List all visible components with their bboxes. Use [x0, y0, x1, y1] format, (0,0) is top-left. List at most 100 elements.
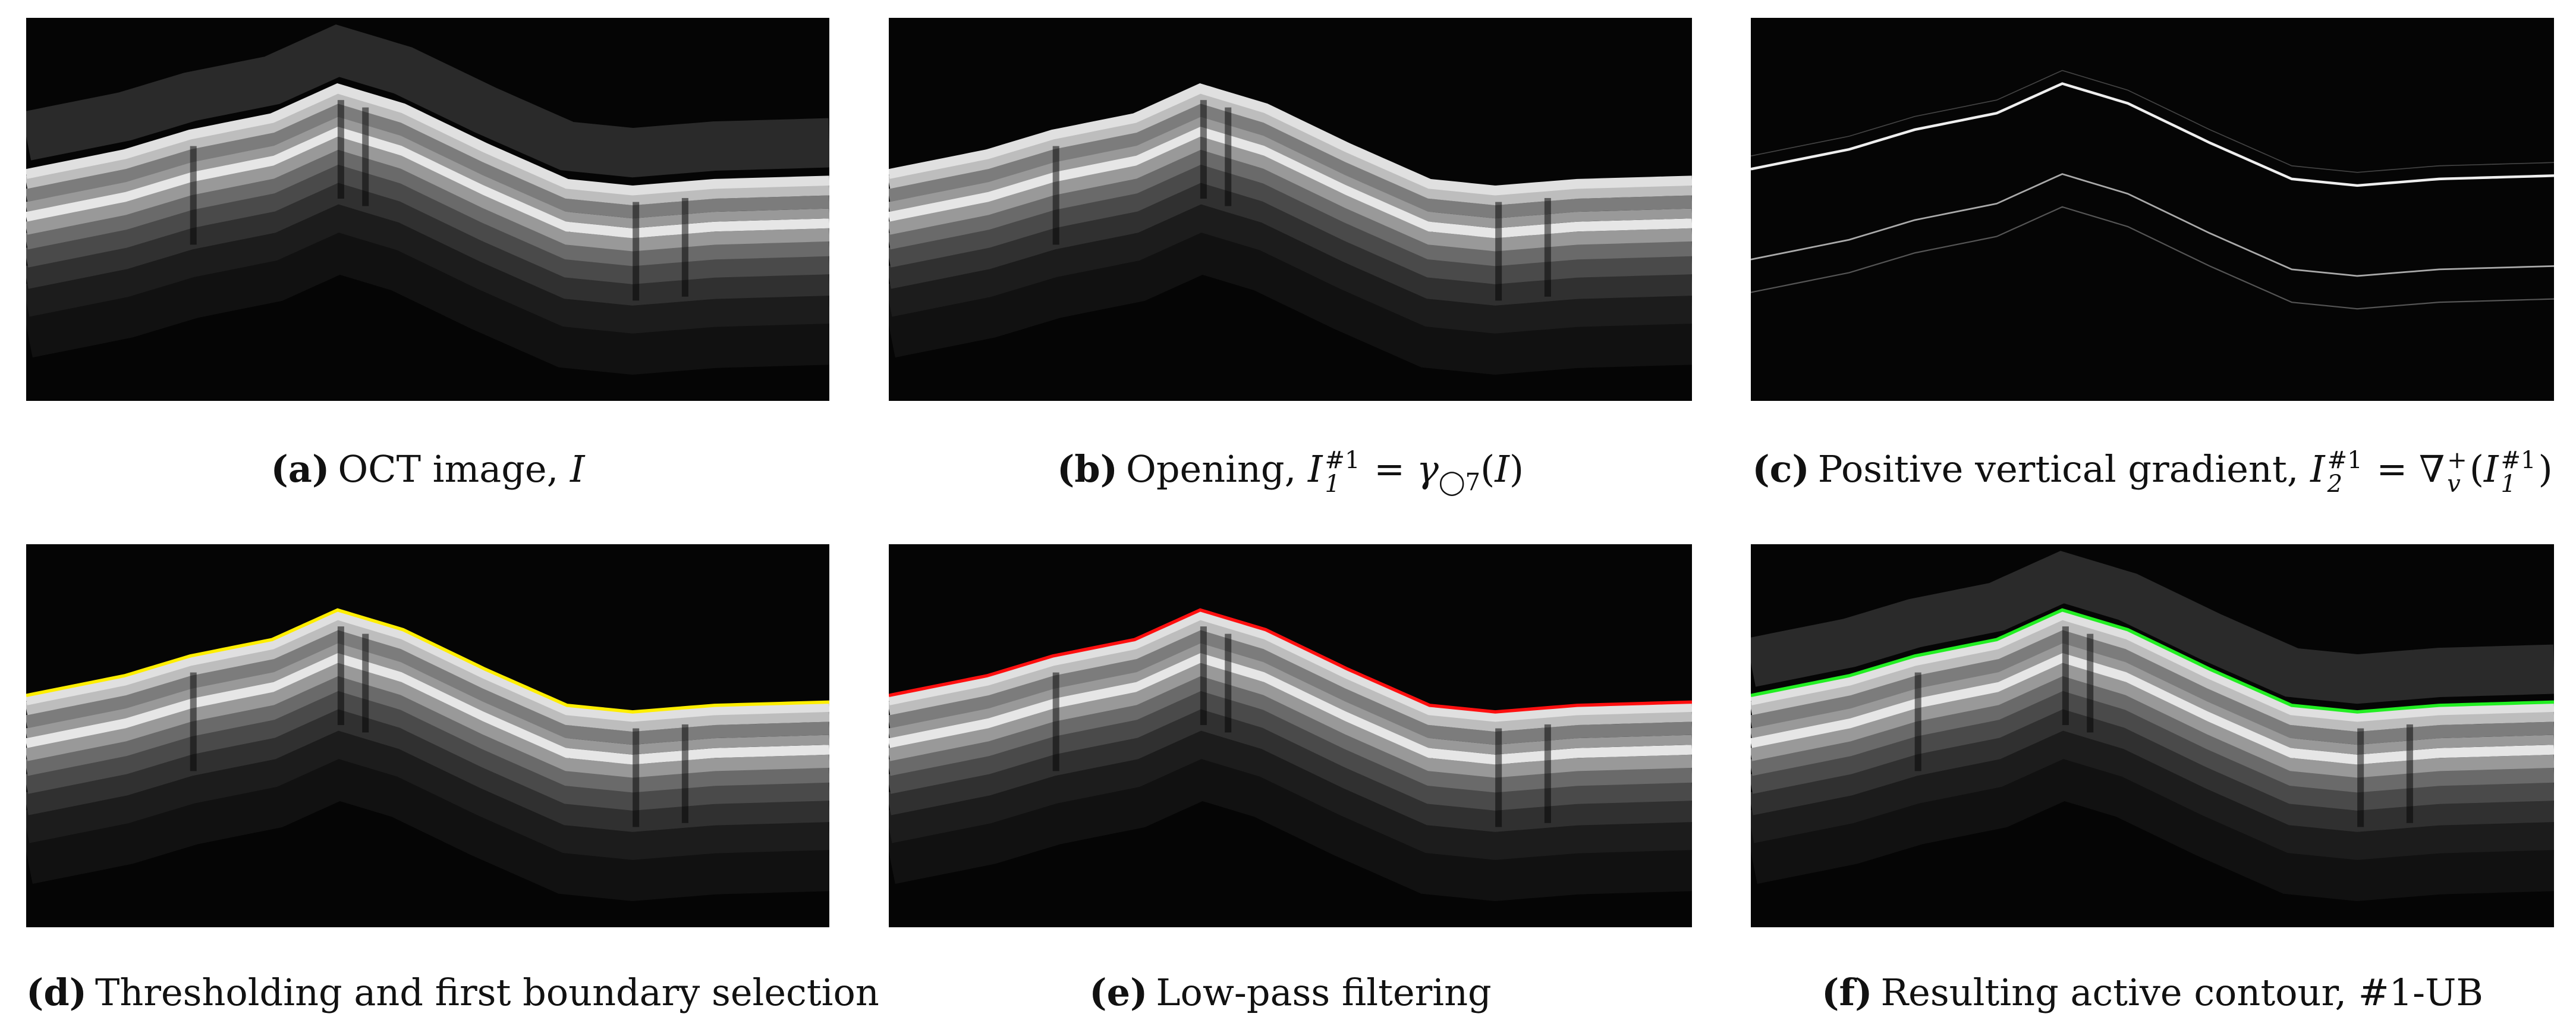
shadow [1225, 633, 1232, 733]
retina-layer [1751, 610, 2554, 722]
caption-text: ( [1480, 447, 1495, 491]
retina-layer [1751, 642, 2554, 755]
retina-layer [889, 724, 1692, 860]
retina-layer [26, 197, 829, 334]
retina-layer [889, 136, 1692, 252]
retina-layer [889, 162, 1692, 284]
caption: (d) Thresholding and first boundary selec… [26, 971, 879, 1014]
retina-layer [26, 629, 829, 745]
retina-layer [26, 731, 829, 901]
shadow [1225, 107, 1232, 206]
retina-layer [26, 724, 829, 860]
panel-image [1751, 544, 2554, 927]
retina-layer [26, 616, 829, 732]
caption: (f) Resulting active contour, #1-UB [1751, 971, 2554, 1014]
retina-layer [889, 706, 1692, 832]
caption: (b) Opening, I #1 1 = γ◯7(I) [889, 447, 1692, 496]
retina-layer [1751, 662, 2554, 778]
caption-script: #1 2 [2327, 448, 2363, 496]
retina-layer [1751, 731, 2554, 901]
retina-layer [1751, 616, 2554, 732]
retina-layer [1751, 629, 2554, 745]
shadow [2357, 728, 2364, 827]
caption-text: Opening, [1125, 447, 1308, 491]
retina-layer [889, 116, 1692, 228]
caption-text: = ∇ [2364, 447, 2445, 491]
retina-layer [889, 89, 1692, 206]
shadow [362, 633, 369, 733]
shadow [1544, 724, 1551, 823]
image-background [1751, 18, 2554, 401]
haze [26, 24, 829, 178]
shadow [337, 100, 344, 199]
caption: (c) Positive vertical gradient, I #1 2 = ∇ +… [1751, 447, 2554, 496]
retina-layer [26, 180, 829, 306]
retina-layer [889, 662, 1692, 778]
caption-text: = [1362, 447, 1417, 491]
retina-layer [889, 629, 1692, 745]
shadow [1495, 202, 1502, 301]
caption-math: I [2310, 447, 2325, 491]
shadow [190, 146, 197, 245]
retina-layer [1751, 652, 2554, 765]
shadow [1544, 197, 1551, 297]
caption-text: Thresholding and first boundary selectio… [95, 971, 879, 1014]
gradient-edge [1751, 70, 2554, 173]
boundary [26, 608, 829, 714]
superscript: #1 [2327, 446, 2363, 474]
caption-script: + v [2447, 448, 2467, 496]
retina-layer [889, 673, 1692, 793]
shadow [2087, 633, 2094, 733]
shadow [362, 107, 369, 206]
retina-layer [26, 642, 829, 755]
caption-text: Low-pass filtering [1156, 971, 1492, 1014]
caption-text: OCT image, [338, 447, 571, 491]
shadow [1052, 146, 1059, 245]
retina-layer [26, 147, 829, 266]
retina-layer [1751, 688, 2554, 811]
panel-image [26, 18, 829, 401]
caption-math: I [2484, 447, 2499, 491]
caption-label: (d) [26, 971, 87, 1014]
shadow [190, 672, 197, 771]
shadow [337, 626, 344, 726]
caption-label: (f) [1822, 971, 1873, 1014]
retina-layer [26, 205, 829, 375]
caption-text: ) [2538, 447, 2553, 491]
caption-label: (a) [271, 447, 330, 491]
shadow [2406, 724, 2413, 823]
gradient-edge [1751, 173, 2554, 277]
shadow [1914, 672, 1921, 771]
boundary [889, 608, 1692, 714]
retina-layer [26, 662, 829, 778]
retina-layer [26, 89, 829, 206]
subscript: 2 [2327, 470, 2343, 498]
boundary [1751, 608, 2554, 714]
shadow [681, 197, 688, 297]
subscript: v [2447, 470, 2461, 498]
retina-layer [1751, 673, 2554, 793]
retina-layer [889, 610, 1692, 722]
retina-layer [1751, 706, 2554, 832]
retina-layer [26, 688, 829, 811]
shadow [633, 202, 640, 301]
retina-layer [26, 706, 829, 832]
haze [1751, 551, 2554, 704]
retina-layer [26, 103, 829, 219]
caption-script: #1 1 [2501, 448, 2536, 496]
retina-layer [889, 180, 1692, 306]
retina-layer [889, 688, 1692, 811]
caption-label: (e) [1089, 971, 1148, 1014]
panel-image [889, 18, 1692, 401]
shadow [633, 728, 640, 827]
panel-image [889, 544, 1692, 927]
caption-text: Positive vertical gradient, [1817, 447, 2311, 491]
retina-layer [1751, 724, 2554, 860]
caption-text: ) [1509, 447, 1524, 491]
retina-layer [26, 610, 829, 722]
shadow [2062, 626, 2069, 726]
retina-layer [889, 147, 1692, 266]
retina-layer [26, 673, 829, 793]
subscript: ◯7 [1438, 469, 1481, 496]
